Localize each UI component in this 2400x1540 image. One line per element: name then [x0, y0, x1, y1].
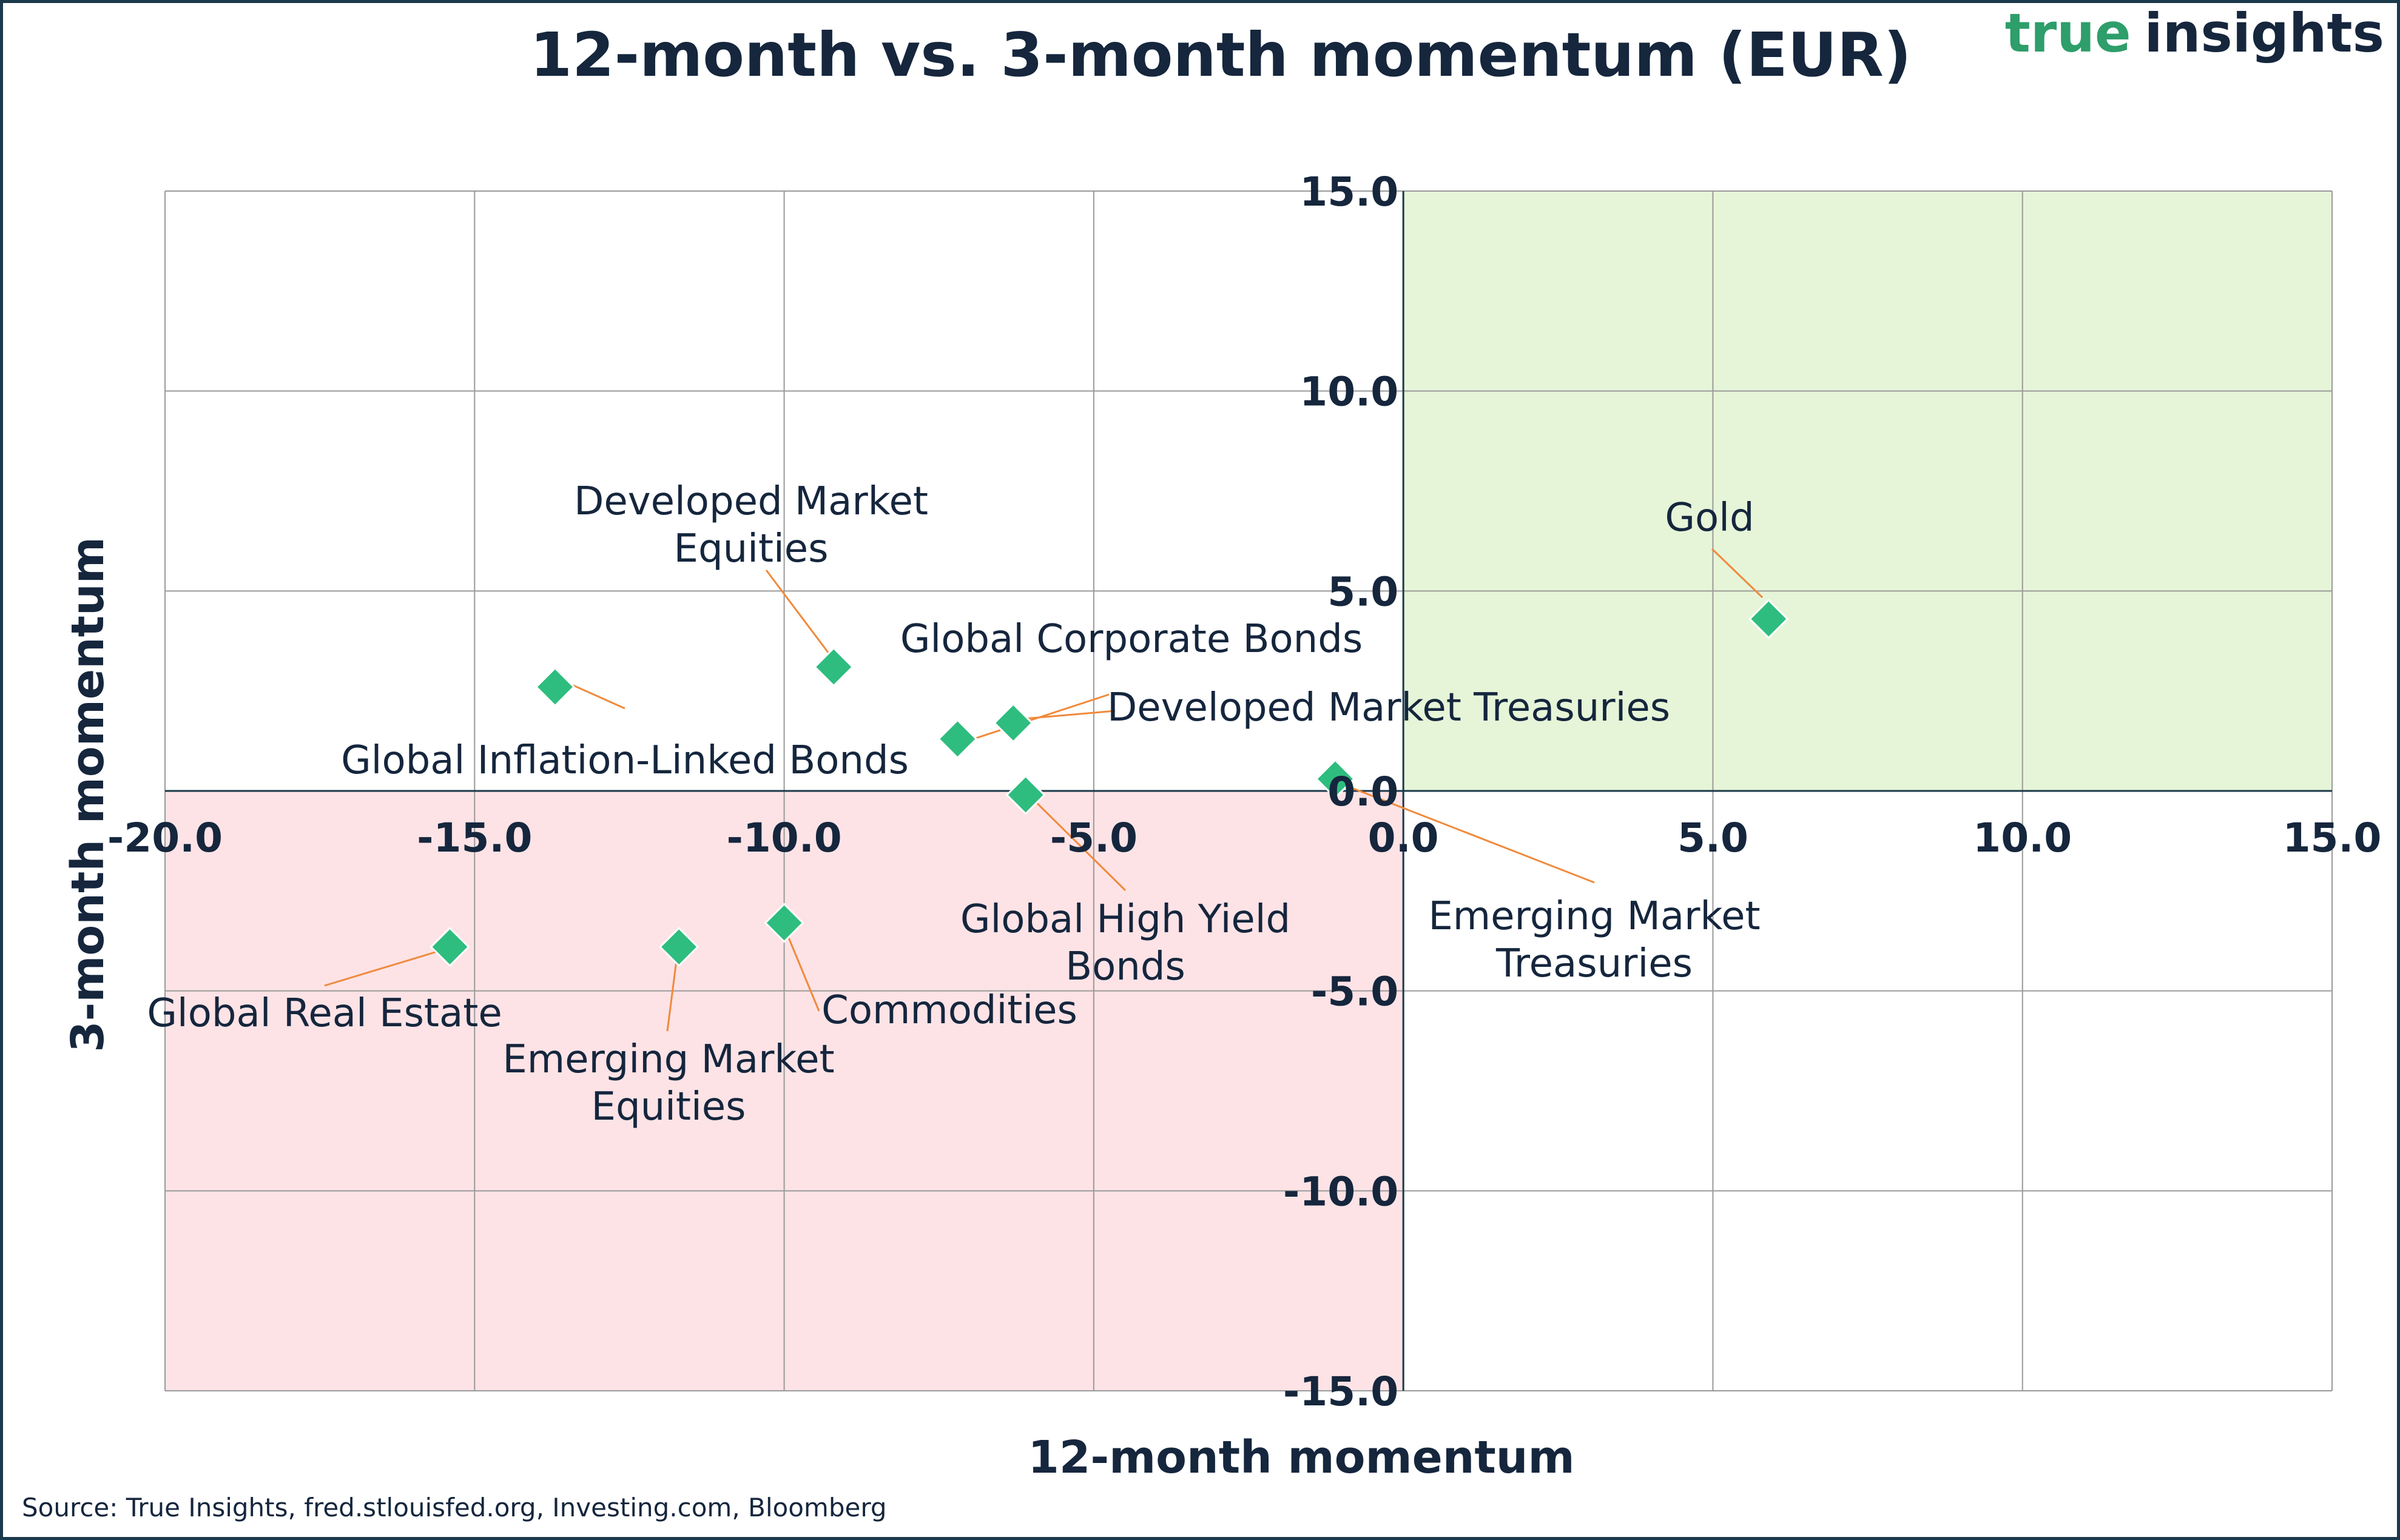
x-tick-label: -15.0 [417, 815, 532, 861]
data-point-marker [1005, 775, 1046, 815]
leader-line [324, 947, 450, 987]
data-point-label-line: Emerging Market [502, 1037, 834, 1082]
data-point-marker [534, 667, 576, 707]
data-point-label-line: Treasuries [1495, 941, 1693, 986]
y-tick-label: -10.0 [1283, 1168, 1398, 1215]
data-point-label-line: Bonds [1065, 944, 1185, 989]
leader-line [955, 693, 1110, 746]
y-tick-label: 5.0 [1327, 568, 1398, 615]
data-point-label-line: Global Inflation-Linked Bonds [341, 738, 909, 783]
data-point-marker [430, 927, 470, 967]
x-tick-label: 0.0 [1368, 815, 1439, 861]
x-tick-label: -5.0 [1050, 815, 1138, 861]
data-point-marker [1315, 759, 1356, 799]
y-tick-label: -15.0 [1283, 1368, 1398, 1415]
y-axis-title: 3-month momentum [62, 537, 114, 1052]
y-tick-label: 10.0 [1299, 369, 1398, 415]
true-insights-logo: true insights [2005, 2, 2384, 64]
positive-quadrant [1403, 191, 2332, 791]
x-axis-title: 12-month momentum [1028, 1431, 1574, 1484]
label-leader-lines [324, 548, 1764, 1032]
data-point-label: Emerging Market Equities [502, 1037, 834, 1129]
data-point-label: Emerging Market Treasuries [1428, 894, 1760, 986]
data-point-label: Gold [1665, 496, 1754, 540]
leader-line [1027, 793, 1127, 892]
x-tick-label: 10.0 [1973, 815, 2072, 861]
data-point-label-line: Equities [592, 1084, 746, 1129]
data-point-label-line: Developed Market [574, 479, 928, 524]
logo-word-insights: insights [2145, 2, 2384, 64]
data-point-label-line: Global High Yield [960, 897, 1290, 942]
data-point-label-line: Gold [1665, 496, 1754, 540]
source-note: Source: True Insights, fred.stlouisfed.o… [22, 1493, 887, 1522]
data-point-marker [764, 903, 804, 943]
data-point-marker [993, 702, 1034, 744]
x-tick-label: -20.0 [107, 815, 223, 861]
data-point-label: Global Inflation-Linked Bonds [341, 738, 909, 783]
x-tick-label: 5.0 [1677, 815, 1748, 861]
data-point-label: Global Corporate Bonds [900, 617, 1363, 662]
tick-labels: -20.0 -15.0 -10.0 -5.0 0.0 5.0 10.0 15.0 15.0 10.… [107, 169, 2382, 1415]
leader-line [666, 950, 679, 1032]
data-point-marker [658, 927, 699, 967]
zero-axes [165, 191, 2332, 1391]
leader-line [765, 570, 834, 659]
y-tick-label: -5.0 [1311, 969, 1398, 1015]
data-point-marker [1748, 599, 1789, 639]
data-point-label: Developed Market Equities [574, 479, 928, 571]
data-point-label-line: Commodities [821, 988, 1077, 1033]
logo-word-true: true [2005, 2, 2131, 64]
data-point-label-line: Global Real Estate [147, 991, 502, 1036]
leader-line [1340, 782, 1595, 884]
data-point-label-line: Emerging Market [1428, 894, 1760, 939]
data-point-label: Global High Yield Bonds [960, 897, 1290, 989]
y-tick-label: 15.0 [1299, 169, 1398, 215]
leader-line [573, 684, 625, 710]
x-tick-label: -10.0 [726, 815, 841, 861]
leader-line [1711, 548, 1764, 599]
data-point-marker [814, 647, 854, 687]
data-point-label: Developed Market Treasuries [1107, 685, 1670, 730]
data-point-label-line: Equities [674, 526, 829, 571]
data-point-marker [937, 719, 978, 759]
data-markers [430, 599, 1789, 967]
data-point-label: Commodities [821, 988, 1077, 1033]
x-tick-label: 15.0 [2283, 815, 2382, 861]
data-point-label-line: Developed Market Treasuries [1107, 685, 1670, 730]
y-tick-label: 0.0 [1327, 768, 1398, 815]
data-point-label-line: Global Corporate Bonds [900, 617, 1363, 662]
chart-title: 12-month vs. 3-month momentum (EUR) [530, 19, 1911, 90]
data-point-label: Global Real Estate [147, 991, 502, 1036]
